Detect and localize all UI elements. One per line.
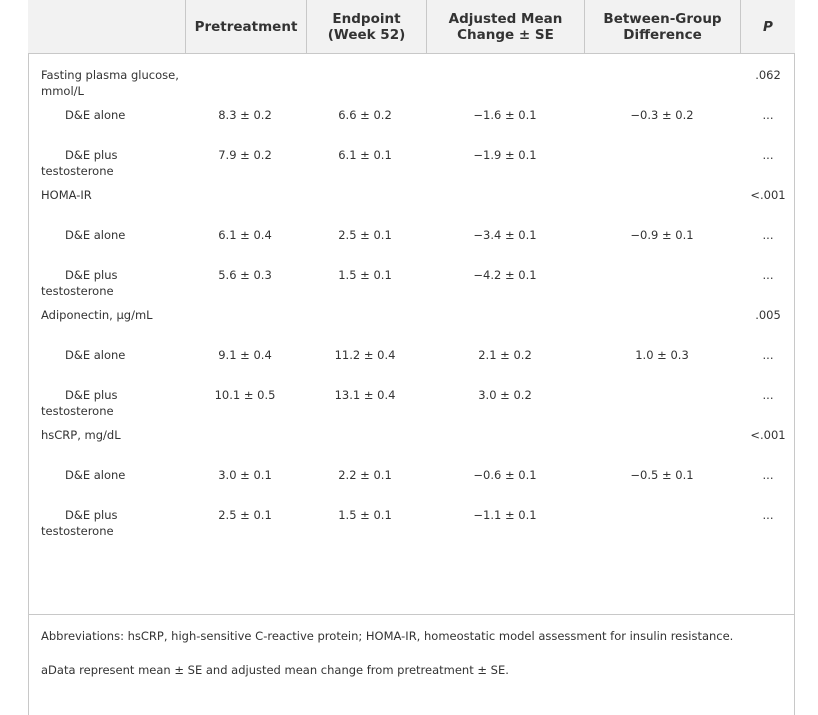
endpoint-cell: 11.2 ± 0.4	[334, 348, 396, 362]
endpoint-cell: 1.5 ± 0.1	[338, 268, 392, 282]
pretreatment-cell: 7.9 ± 0.2	[218, 148, 272, 162]
header-divider	[740, 0, 741, 53]
row-label: Adiponectin, μg/mL	[41, 308, 153, 322]
adjusted-change-cell: −3.4 ± 0.1	[473, 228, 537, 242]
header-divider	[584, 0, 585, 53]
adjusted-change-cell: 2.1 ± 0.2	[478, 348, 532, 362]
endpoint-cell: 2.2 ± 0.1	[338, 468, 392, 482]
pretreatment-cell: 5.6 ± 0.3	[218, 268, 272, 282]
endpoint-cell: 13.1 ± 0.4	[334, 388, 396, 402]
p-value-cell: .005	[755, 308, 781, 322]
row-label: D&E alone	[65, 468, 126, 482]
pretreatment-cell: 9.1 ± 0.4	[218, 348, 272, 362]
adjusted-change-cell: 3.0 ± 0.2	[478, 388, 532, 402]
row-label: D&E plus testosterone	[41, 148, 118, 178]
row-label: D&E plus testosterone	[41, 388, 118, 418]
p-value-cell: <.001	[750, 428, 786, 442]
row-label: D&E alone	[65, 108, 126, 122]
p-value-cell: ...	[762, 348, 774, 362]
pretreatment-cell: 6.1 ± 0.4	[218, 228, 272, 242]
header-divider	[185, 0, 186, 53]
row-label: D&E plus testosterone	[41, 268, 118, 298]
pretreatment-cell: 3.0 ± 0.1	[218, 468, 272, 482]
p-value-cell: ...	[762, 108, 774, 122]
endpoint-cell: 1.5 ± 0.1	[338, 508, 392, 522]
p-value-cell: ...	[762, 388, 774, 402]
p-value-cell: <.001	[750, 188, 786, 202]
between-group-diff-cell: −0.3 ± 0.2	[630, 108, 694, 122]
p-value-cell: ...	[762, 228, 774, 242]
between-group-diff-cell: −0.9 ± 0.1	[630, 228, 694, 242]
pretreatment-cell: 10.1 ± 0.5	[214, 388, 276, 402]
p-value-cell: ...	[762, 148, 774, 162]
adjusted-change-cell: −1.6 ± 0.1	[473, 108, 537, 122]
endpoint-cell: 6.1 ± 0.1	[338, 148, 392, 162]
row-label: D&E plus testosterone	[41, 508, 118, 538]
adjusted-change-cell: −1.1 ± 0.1	[473, 508, 537, 522]
endpoint-cell: 6.6 ± 0.2	[338, 108, 392, 122]
abbreviations-note: Abbreviations: hsCRP, high-sensitive C-r…	[41, 629, 734, 643]
pretreatment-cell: 2.5 ± 0.1	[218, 508, 272, 522]
row-label: D&E alone	[65, 348, 126, 362]
header-pretreatment: Pretreatment	[194, 18, 298, 35]
p-value-cell: ...	[762, 468, 774, 482]
row-label: HOMA-IR	[41, 188, 92, 202]
p-value-cell: ...	[762, 508, 774, 522]
between-group-diff-cell: −0.5 ± 0.1	[630, 468, 694, 482]
adjusted-change-cell: −1.9 ± 0.1	[473, 148, 537, 162]
endpoint-cell: 2.5 ± 0.1	[338, 228, 392, 242]
header-blank	[28, 0, 185, 53]
row-label: D&E alone	[65, 228, 126, 242]
table-header: Pretreatment Endpoint (Week 52) Adjusted…	[28, 0, 795, 54]
table-frame	[28, 0, 795, 715]
p-value-cell: .062	[755, 68, 781, 82]
row-label: hsCRP, mg/dL	[41, 428, 121, 442]
adjusted-change-cell: −0.6 ± 0.1	[473, 468, 537, 482]
footnote-a: aData represent mean ± SE and adjusted m…	[41, 663, 509, 677]
header-divider	[306, 0, 307, 53]
header-endpoint: Endpoint (Week 52)	[327, 10, 406, 43]
row-label: Fasting plasma glucose, mmol/L	[41, 68, 179, 98]
header-p-value: P	[763, 18, 773, 35]
header-between-group-difference: Between-Group Difference	[603, 10, 722, 43]
table-bottom-border	[28, 614, 795, 615]
adjusted-change-cell: −4.2 ± 0.1	[473, 268, 537, 282]
header-divider	[426, 0, 427, 53]
p-value-cell: ...	[762, 268, 774, 282]
pretreatment-cell: 8.3 ± 0.2	[218, 108, 272, 122]
between-group-diff-cell: 1.0 ± 0.3	[635, 348, 689, 362]
header-adjusted-mean-change: Adjusted Mean Change ± SE	[448, 10, 563, 43]
